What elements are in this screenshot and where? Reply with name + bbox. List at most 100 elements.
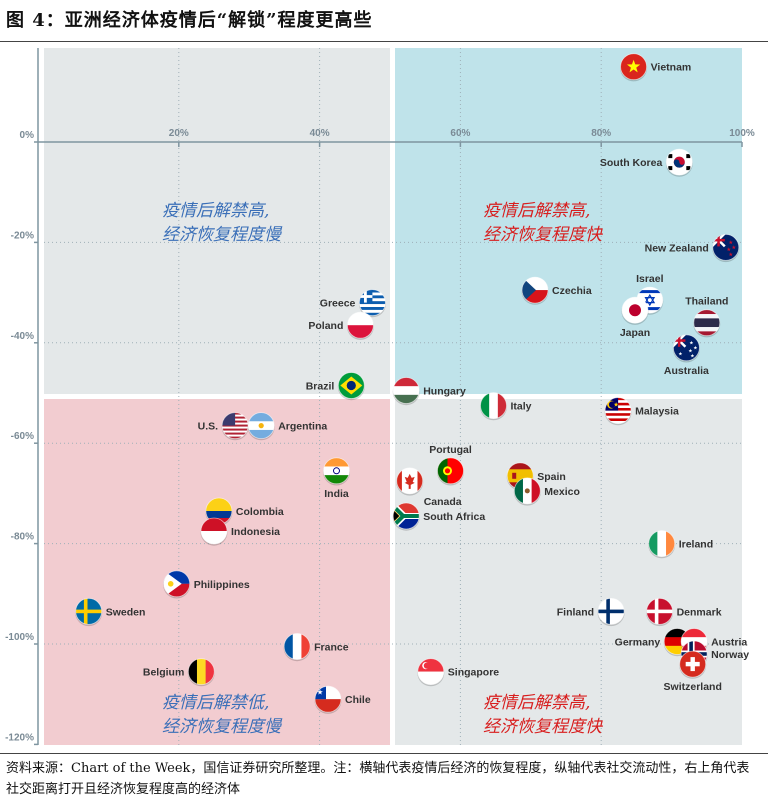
point-finland: Finland bbox=[557, 598, 625, 627]
point-switzerland: Switzerland bbox=[664, 650, 722, 693]
flag-switzerland-icon bbox=[679, 651, 706, 678]
point-indonesia: Indonesia bbox=[200, 517, 280, 546]
quadrant-label-bottom-right: 疫情后解禁高,经济恢复程度快 bbox=[483, 693, 604, 737]
point-label-argentina: Argentina bbox=[278, 421, 327, 433]
point-south-korea: South Korea bbox=[600, 148, 693, 177]
point-vietnam: Vietnam bbox=[620, 53, 692, 82]
point-japan: Japan bbox=[620, 296, 650, 339]
y-tick-label: -60% bbox=[11, 431, 34, 442]
point-hungary: Hungary bbox=[392, 377, 466, 406]
point-singapore: Singapore bbox=[417, 658, 500, 687]
point-label-singapore: Singapore bbox=[448, 667, 500, 679]
point-label-philippines: Philippines bbox=[194, 579, 250, 591]
point-ireland: Ireland bbox=[648, 530, 713, 559]
point-portugal: Portugal bbox=[429, 444, 472, 486]
flag-greece-icon bbox=[359, 289, 386, 316]
point-mexico: Mexico bbox=[513, 477, 580, 506]
x-tick-label: 80% bbox=[591, 128, 611, 139]
point-label-sweden: Sweden bbox=[106, 606, 146, 618]
flag-vietnam-icon bbox=[620, 53, 647, 80]
flag-denmark-icon bbox=[646, 598, 673, 625]
flag-czechia-icon bbox=[522, 277, 548, 304]
flag-japan-icon bbox=[622, 297, 648, 324]
flag-philippines-icon bbox=[163, 570, 190, 597]
x-tick-label: 20% bbox=[169, 128, 189, 139]
point-philippines: Philippines bbox=[163, 570, 250, 599]
point-sweden: Sweden bbox=[75, 598, 146, 627]
point-label-spain: Spain bbox=[537, 471, 566, 483]
bottom-rule bbox=[0, 753, 768, 754]
point-poland: Poland bbox=[308, 311, 374, 340]
flag-u-s-icon bbox=[222, 412, 249, 439]
point-argentina: Argentina bbox=[247, 412, 327, 441]
quadrant-top-left bbox=[44, 48, 392, 396]
point-u-s: U.S. bbox=[198, 412, 249, 441]
point-new-zealand: New Zealand bbox=[645, 233, 740, 263]
flag-south-korea-icon bbox=[666, 149, 693, 176]
point-denmark: Denmark bbox=[646, 598, 722, 627]
flag-malaysia-icon bbox=[605, 397, 632, 424]
y-tick-label: 0% bbox=[20, 130, 35, 141]
y-tick-label: -20% bbox=[11, 230, 34, 241]
point-label-vietnam: Vietnam bbox=[651, 62, 692, 74]
y-tick-label: -80% bbox=[11, 532, 34, 543]
point-south-africa: South Africa bbox=[392, 502, 485, 531]
flag-portugal-icon bbox=[437, 457, 464, 484]
flag-poland-icon bbox=[347, 312, 374, 339]
scatter-chart: 20% 40% 60% 80% 100% 0% -20% -40% -60% -80% -100% -… bbox=[5, 48, 755, 746]
point-label-norway: Norway bbox=[711, 649, 749, 661]
flag-sweden-icon bbox=[75, 598, 102, 625]
x-tick-label: 100% bbox=[729, 128, 755, 139]
point-brazil: Brazil bbox=[306, 372, 365, 401]
quadrant-label-top-right: 疫情后解禁高,经济恢复程度快 bbox=[483, 201, 604, 245]
quadrant-divider-horizontal bbox=[44, 394, 742, 399]
quadrant-label-top-left: 疫情后解禁高,经济恢复程度慢 bbox=[162, 201, 283, 245]
point-label-colombia: Colombia bbox=[236, 506, 284, 518]
flag-hungary-icon bbox=[393, 377, 420, 404]
footnote: 资料来源：Chart of the Week，国信证券研究所整理。注：横轴代表疫… bbox=[6, 761, 750, 797]
y-tick-label: -120% bbox=[5, 732, 34, 743]
top-rule bbox=[0, 41, 768, 42]
point-label-finland: Finland bbox=[557, 606, 594, 618]
point-belgium: Belgium bbox=[143, 658, 215, 687]
point-label-japan: Japan bbox=[620, 327, 650, 339]
figure-title: 图 4：亚洲经济体疫情后“解锁”程度更高些 bbox=[6, 10, 373, 31]
point-label-israel: Israel bbox=[636, 273, 664, 285]
flag-argentina-icon bbox=[248, 412, 275, 439]
flag-mexico-icon bbox=[514, 477, 541, 504]
flag-brazil-icon bbox=[338, 372, 365, 399]
flag-france-icon bbox=[284, 633, 311, 660]
flag-singapore-icon bbox=[417, 658, 444, 685]
point-label-ireland: Ireland bbox=[679, 539, 713, 551]
point-label-south-korea: South Korea bbox=[600, 157, 663, 169]
quadrant-label-bottom-left: 疫情后解禁低,经济恢复程度慢 bbox=[162, 693, 283, 737]
point-australia: Australia bbox=[664, 334, 709, 377]
point-label-france: France bbox=[314, 642, 349, 654]
point-label-thailand: Thailand bbox=[685, 296, 728, 308]
x-tick-label: 40% bbox=[310, 128, 330, 139]
point-greece: Greece bbox=[320, 289, 386, 318]
flag-chile-icon bbox=[315, 686, 341, 713]
point-label-chile: Chile bbox=[345, 694, 371, 706]
flag-india-icon bbox=[323, 457, 350, 484]
y-tick-label: -100% bbox=[5, 632, 34, 643]
point-label-switzerland: Switzerland bbox=[664, 681, 722, 693]
flag-belgium-icon bbox=[188, 658, 215, 685]
point-label-new-zealand: New Zealand bbox=[645, 242, 709, 254]
x-tick-label: 60% bbox=[450, 128, 470, 139]
point-label-australia: Australia bbox=[664, 365, 709, 377]
point-malaysia: Malaysia bbox=[604, 397, 679, 426]
point-label-denmark: Denmark bbox=[677, 606, 722, 618]
point-label-hungary: Hungary bbox=[423, 386, 466, 398]
quadrant-bottom-left bbox=[44, 396, 392, 745]
point-label-south-africa: South Africa bbox=[423, 511, 485, 523]
flag-germany-icon bbox=[664, 628, 691, 655]
point-thailand: Thailand bbox=[685, 296, 728, 338]
point-label-mexico: Mexico bbox=[544, 486, 580, 498]
point-label-greece: Greece bbox=[320, 298, 356, 310]
point-label-czechia: Czechia bbox=[552, 285, 592, 297]
point-label-germany: Germany bbox=[615, 637, 661, 649]
point-label-portugal: Portugal bbox=[429, 444, 472, 456]
point-label-belgium: Belgium bbox=[143, 667, 184, 679]
flag-thailand-icon bbox=[693, 309, 720, 336]
